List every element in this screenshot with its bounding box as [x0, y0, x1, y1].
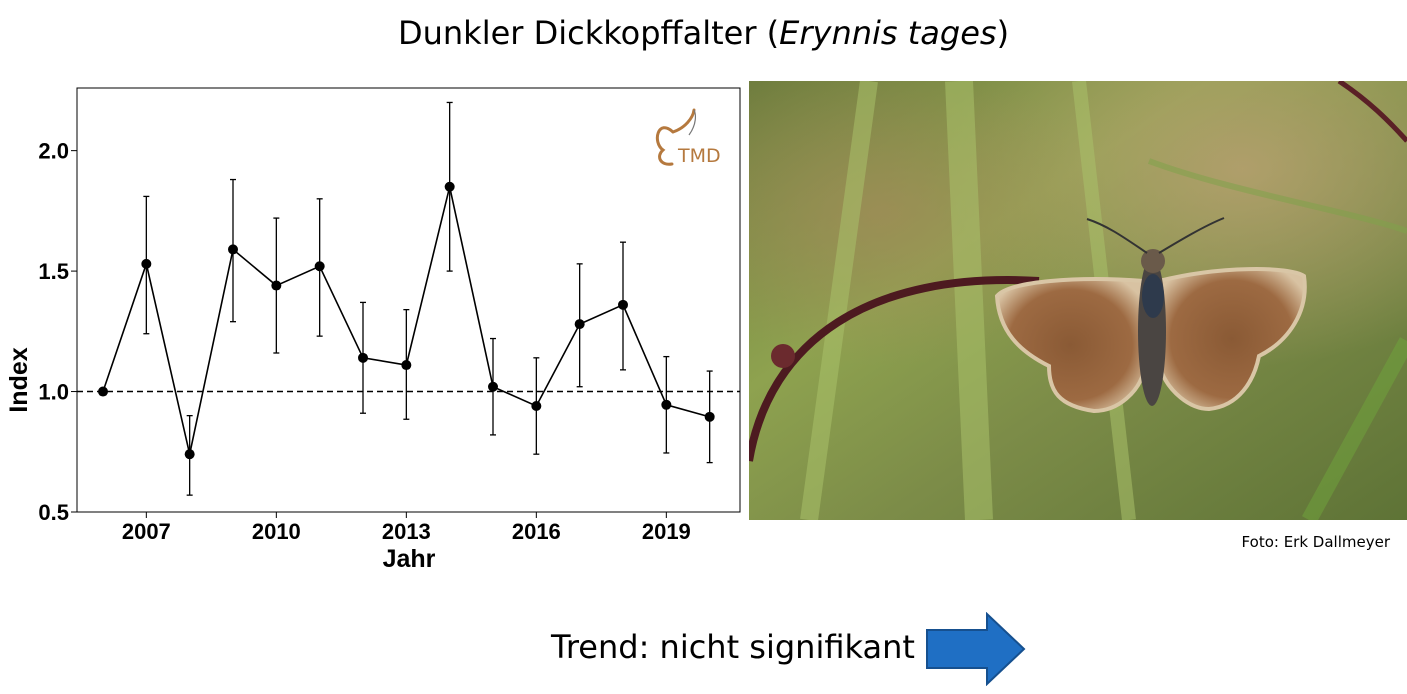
antenna-icon — [688, 109, 697, 136]
right-arrow-icon — [926, 612, 1026, 686]
trend-label: Trend: nicht signifikant — [551, 628, 915, 666]
data-point — [531, 401, 542, 411]
data-point — [704, 411, 715, 422]
butterfly-photo — [749, 81, 1407, 520]
butterfly-icon — [655, 108, 696, 166]
x-axis-label: Jahr — [383, 545, 436, 573]
data-point — [271, 280, 282, 291]
y-axis-label: Index — [5, 347, 33, 412]
title-latin-name: Erynnis tages — [779, 14, 997, 52]
data-point — [358, 352, 368, 363]
data-point — [141, 258, 152, 269]
data-point — [401, 360, 412, 371]
logo-text: TMD — [677, 145, 721, 167]
x-tick-label: 2013 — [382, 519, 431, 544]
data-point — [488, 381, 498, 392]
data-point — [574, 319, 585, 330]
y-tick-label: 2.0 — [38, 139, 69, 164]
y-tick-label: 1.5 — [38, 259, 69, 284]
x-tick-label: 2019 — [642, 519, 691, 544]
x-tick-label: 2016 — [512, 519, 561, 544]
title-common-name: Dunkler Dickkopffalter — [397, 14, 757, 52]
title-close-paren: ) — [996, 14, 1010, 52]
title-open-paren: ( — [766, 14, 780, 52]
data-point — [184, 449, 195, 460]
data-point — [661, 399, 672, 410]
data-point — [444, 181, 455, 192]
x-tick-label: 2010 — [252, 519, 301, 544]
data-point — [228, 244, 238, 255]
y-tick-label: 0.5 — [38, 500, 69, 525]
plot-frame — [76, 87, 741, 513]
index-chart: 2007 2010 2013 2016 2019 0.5 1.0 1.5 2.0 Jahr In… — [5, 87, 741, 573]
photo-credit: Foto: Erk Dallmeyer — [1241, 533, 1390, 551]
data-point — [618, 299, 628, 310]
x-tick-label: 2007 — [122, 519, 171, 544]
data-point — [98, 386, 108, 397]
butterfly — [994, 217, 1307, 414]
page-title: Dunkler Dickkopffalter (Erynnis tages) — [0, 14, 1407, 52]
data-point — [314, 261, 325, 272]
y-tick-label: 1.0 — [38, 380, 69, 405]
tmd-logo: TMD — [655, 108, 721, 167]
